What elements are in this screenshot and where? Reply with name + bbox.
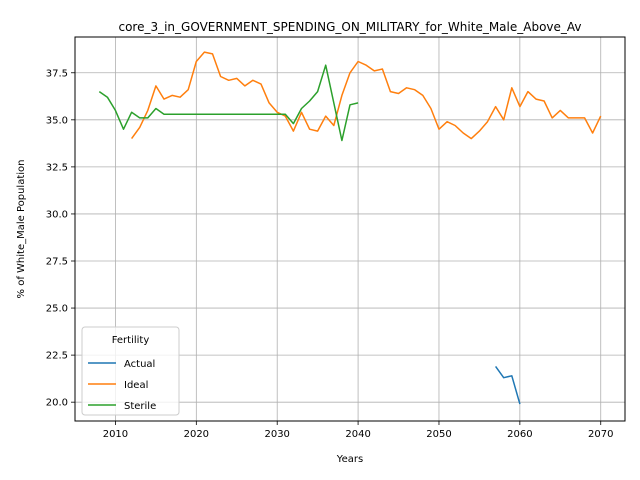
legend-box (81, 326, 180, 416)
legend-title: Fertility (112, 335, 150, 346)
y-tick-label: 35.0 (46, 115, 68, 126)
x-tick-label: 2070 (588, 429, 613, 440)
y-tick-label: 32.5 (46, 162, 68, 173)
x-tick-label: 2050 (426, 429, 451, 440)
series-line-actual (494, 365, 521, 405)
x-tick-label: 2040 (345, 429, 370, 440)
series-line-sterile (98, 64, 359, 142)
legend-entry-sterile: Sterile (124, 401, 156, 412)
y-tick-label: 30.0 (46, 209, 68, 220)
y-tick-label: 20.0 (46, 398, 68, 409)
y-tick-label: 22.5 (46, 351, 68, 362)
series-lines (98, 51, 602, 405)
y-axis-label: % of White_Male Population (16, 160, 27, 299)
legend-entry-actual: Actual (124, 359, 155, 370)
y-tick-label: 27.5 (46, 257, 68, 268)
chart-title: core_3_in_GOVERNMENT_SPENDING_ON_MILITAR… (118, 20, 581, 34)
legend-entry-ideal: Ideal (124, 380, 148, 391)
x-tick-label: 2030 (264, 429, 289, 440)
x-axis-ticks: 2010 2020 2030 2040 2050 2060 2070 (103, 421, 613, 440)
series-line-ideal (130, 51, 602, 140)
plot-frame (74, 36, 626, 422)
x-tick-label: 2060 (507, 429, 532, 440)
y-axis-ticks: 20.0 22.5 25.0 27.5 30.0 32.5 35.0 37.5 (46, 68, 75, 409)
x-axis-label: Years (336, 454, 363, 465)
x-tick-label: 2010 (103, 429, 128, 440)
y-tick-label: 25.0 (46, 304, 68, 315)
y-tick-label: 37.5 (46, 68, 68, 79)
legend: Fertility Actual Ideal Sterile (81, 326, 180, 416)
x-tick-label: 2020 (184, 429, 209, 440)
